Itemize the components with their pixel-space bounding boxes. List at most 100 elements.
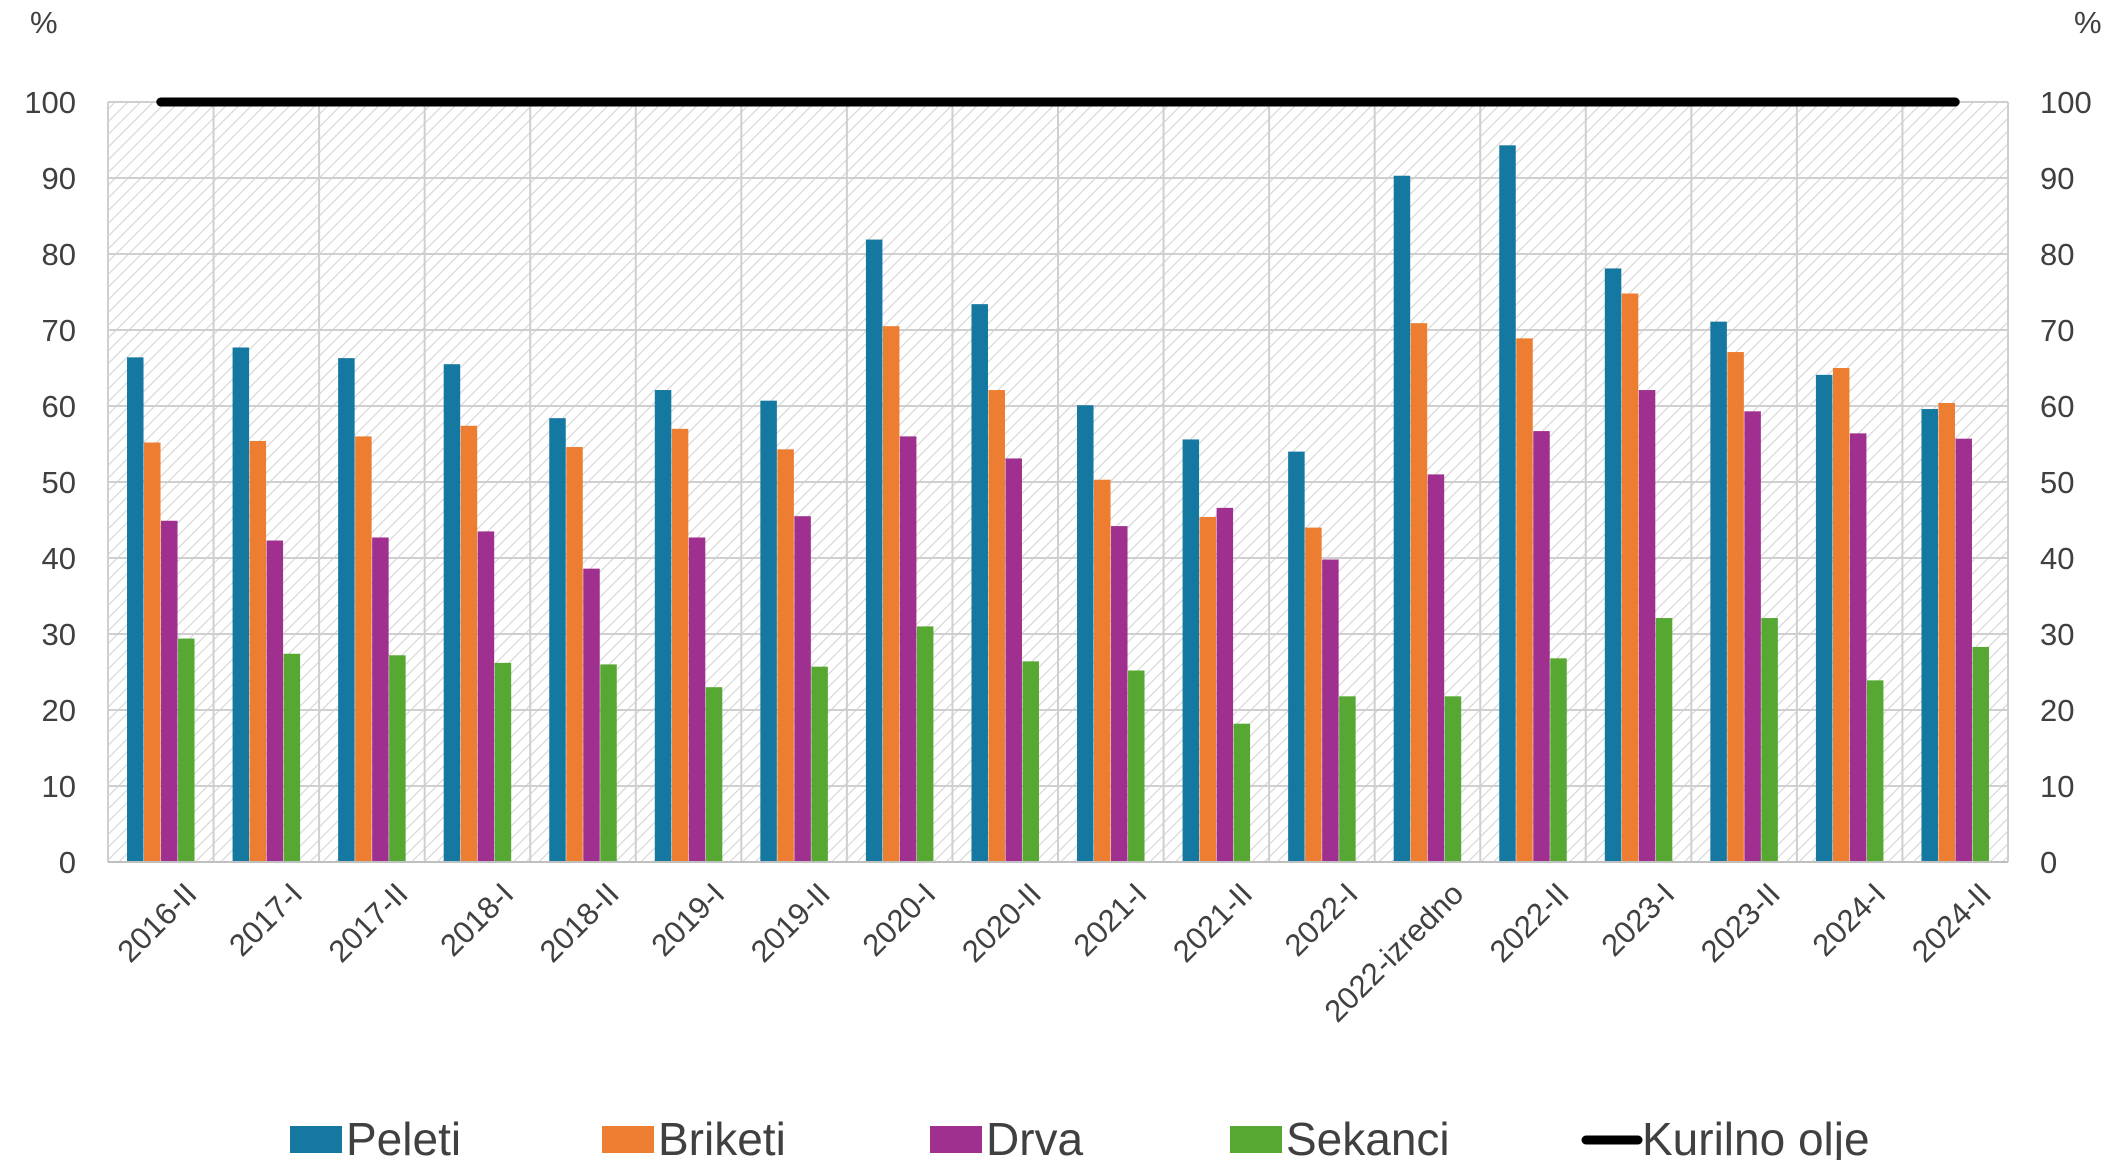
x-tick-label: 2021-I [1067,876,1154,963]
x-tick-label: 2024-I [1806,876,1893,963]
bar-peleti [1921,409,1938,862]
y-tick-label-left: 0 [59,845,76,880]
y-tick-label-right: 50 [2040,465,2074,500]
x-tick-label: 2023-II [1694,876,1787,969]
bar-peleti [971,304,988,862]
bar-peleti [1077,405,1094,862]
bar-peleti [1288,451,1305,862]
x-tick-label: 2017-II [322,876,415,969]
y-tick-label-left: 90 [42,161,76,196]
bar-peleti [1499,145,1516,862]
legend-label: Drva [986,1113,1084,1160]
y-tick-label-left: 30 [42,617,76,652]
legend-label: Sekanci [1286,1113,1450,1160]
bars [127,145,1989,863]
bar-peleti [338,358,355,862]
bar-briketi [566,447,583,862]
bar-briketi [249,440,267,862]
legend-swatch [1230,1126,1282,1153]
x-tick-label: 2018-I [433,876,520,963]
bar-drva [1533,431,1550,862]
x-tick-label: 2017-I [222,876,309,963]
bar-peleti [654,390,672,862]
bar-briketi [882,326,900,862]
bar-drva [372,537,389,862]
bar-briketi [1199,516,1217,862]
x-tick-label: 2022-I [1278,876,1365,963]
bar-peleti [1604,268,1622,862]
legend-swatch [602,1126,654,1153]
bar-peleti [865,239,883,862]
bar-briketi [1938,402,1955,862]
bar-sekanci [283,653,301,862]
bar-sekanci [1761,618,1778,862]
y-tick-label-right: 20 [2040,693,2074,728]
bar-sekanci [916,626,934,862]
bar-drva [477,531,495,862]
y-tick-label-right: 70 [2040,313,2074,348]
bar-briketi [1621,293,1639,862]
y-tick-label-right: 90 [2040,161,2074,196]
x-tick-label: 2016-II [111,876,204,969]
bar-sekanci [1550,658,1567,862]
bar-peleti [549,418,566,862]
bar-drva [1111,526,1128,862]
bar-drva [1005,458,1022,862]
bar-drva [1638,390,1656,862]
y-tick-label-right: 80 [2040,237,2074,272]
legend-swatch [290,1126,342,1153]
bar-briketi [1094,479,1111,862]
y-tick-label-left: 70 [42,313,76,348]
bar-briketi [1305,527,1322,862]
legend-label: Kurilno olje [1642,1113,1870,1160]
bar-peleti [1393,175,1411,863]
bar-briketi [988,390,1005,862]
x-tick-label: 2023-I [1594,876,1681,963]
bar-drva [1955,438,1972,862]
bar-sekanci [811,666,828,862]
bar-sekanci [1866,680,1884,862]
bar-drva [688,537,706,862]
bar-sekanci [1022,661,1039,862]
y-tick-label-left: 10 [42,769,76,804]
bar-briketi [1516,338,1533,862]
y-tick-label-right: 100 [2040,85,2092,120]
x-tick-label: 2021-II [1166,876,1259,969]
y-tick-label-right: 30 [2040,617,2074,652]
bar-briketi [144,442,161,862]
bar-drva [1216,507,1234,862]
x-tick-label: 2020-II [955,876,1048,969]
y-tick-label-left: 80 [42,237,76,272]
bar-drva [161,520,178,862]
bar-peleti [1815,374,1833,862]
legend: Peleti Briketi Drva Sekanci Kurilno olje [290,1113,1870,1165]
y-unit-right: % [2074,5,2102,40]
y-unit-left: % [30,5,58,40]
bar-sekanci [1339,696,1356,862]
y-tick-label-left: 60 [42,389,76,424]
y-tick-label-left: 100 [24,85,76,120]
bar-briketi [355,436,372,862]
bar-sekanci [600,664,617,862]
y-tick-label-right: 10 [2040,769,2074,804]
y-tick-label-right: 0 [2040,845,2057,880]
bar-sekanci [1444,696,1462,862]
y-tick-label-right: 40 [2040,541,2074,576]
y-tick-label-left: 40 [42,541,76,576]
bar-briketi [777,449,794,862]
bar-drva [794,516,811,862]
y-tick-label-left: 20 [42,693,76,728]
bar-drva [583,568,600,862]
bar-drva [1427,474,1445,862]
x-tick-label: 2022-II [1483,876,1576,969]
bar-sekanci [494,662,512,862]
bar-briketi [1727,352,1744,862]
bar-peleti [443,364,461,862]
bar-briketi [460,425,478,862]
bar-drva [1849,433,1867,862]
bar-peleti [232,347,250,863]
bar-drva [1744,411,1761,862]
bar-sekanci [389,655,406,862]
bar-sekanci [705,687,723,862]
